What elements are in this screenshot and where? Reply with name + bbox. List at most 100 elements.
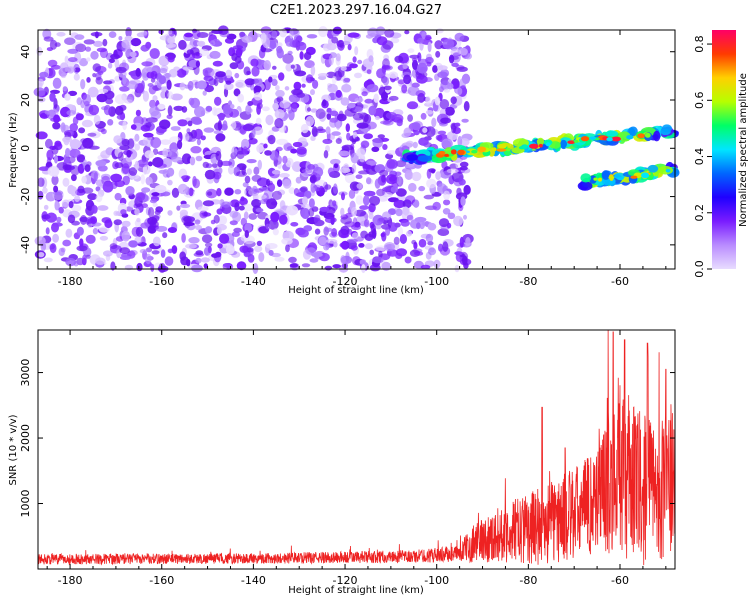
spectrogram-noise-blob (372, 256, 384, 264)
spectrogram-noise-blob (67, 48, 79, 54)
spectrogram-signal-peak (580, 136, 590, 142)
spectrogram-noise-blob (343, 77, 351, 83)
spectrogram-noise-blob (83, 39, 95, 45)
spectrogram-noise-blob (211, 29, 223, 34)
spectrogram-noise-blob (242, 203, 254, 212)
spectrogram-noise-blob (239, 125, 247, 135)
spectrogram-noise-blob (404, 30, 410, 35)
spectrogram-noise-blob (388, 222, 398, 232)
spectrogram-noise-blob (143, 132, 154, 138)
spectrogram-noise-blob (290, 103, 298, 113)
spectrogram-noise-blob (207, 191, 213, 196)
spectrogram-noise-blob (74, 67, 81, 73)
spectrogram-noise-blob (347, 102, 356, 108)
spectrogram-noise-blob (167, 167, 175, 177)
spectrogram-noise-blob (124, 35, 133, 42)
spectrogram-noise-blob (217, 215, 228, 225)
spectrogram-noise-blob (234, 72, 240, 79)
spectrogram-noise-blob (140, 174, 145, 185)
spectrogram-noise-blob (225, 244, 235, 255)
spectrogram-noise-blob (108, 31, 117, 38)
spectrogram-noise-blob (368, 105, 377, 116)
spectrogram-noise-blob (67, 214, 76, 224)
spectrogram-noise-blob (179, 82, 186, 91)
spectrogram-noise-blob (159, 119, 171, 130)
spectrogram-noise-blob (296, 146, 307, 155)
spectrogram-noise-blob (194, 219, 201, 225)
spectrogram-noise-blob (354, 46, 359, 56)
spectrogram-noise-blob (114, 58, 120, 69)
spectrogram-noise-blob (279, 214, 288, 225)
spectrogram-noise-blob (211, 163, 218, 168)
spectrogram-noise-blob (64, 66, 76, 73)
spectrogram-noise-blob (462, 255, 468, 266)
spectrogram-noise-blob (229, 220, 238, 226)
spectrogram-noise-blob (128, 167, 138, 176)
spectrogram-noise-blob (434, 96, 441, 106)
spectrogram-signal-peak (630, 175, 638, 179)
spectrogram-signal-blob (647, 164, 659, 173)
colorbar-tick-label: 0.6 (693, 92, 706, 110)
spectrogram-noise-blob (340, 97, 350, 106)
spectrogram-noise-blob (295, 192, 307, 198)
spectrogram-noise-blob (177, 139, 183, 150)
spectrogram-noise-blob (303, 51, 312, 61)
spectrogram-noise-blob (107, 119, 114, 126)
spectrogram-noise-blob (271, 252, 281, 258)
spectrogram-noise-blob (152, 202, 158, 207)
spectrogram-noise-blob (302, 196, 308, 205)
spectrogram-noise-blob (142, 90, 149, 102)
spectrogram-noise-blob (245, 104, 252, 115)
spectrogram-noise-blob (45, 227, 50, 235)
spectrogram-noise-blob (42, 187, 48, 194)
spectrogram-noise-blob (255, 208, 264, 213)
spectrogram-signal-peak (529, 143, 539, 149)
spectrogram-noise-blob (94, 31, 99, 39)
spectrogram-noise-blob (216, 188, 222, 197)
spectrogram-noise-blob (90, 216, 97, 225)
spectrogram-noise-blob (202, 161, 209, 169)
spectrogram-noise-blob (310, 135, 316, 141)
spectrogram-noise-blob (86, 77, 91, 83)
spectrogram-noise-blob (282, 155, 288, 164)
spectrogram-noise-blob (158, 55, 170, 67)
spectrogram-noise-blob (324, 184, 332, 190)
spectrogram-noise-blob (350, 245, 358, 251)
spectrogram-noise-blob (361, 91, 368, 97)
spectrogram-noise-blob (256, 144, 264, 153)
spectrogram-noise-blob (75, 113, 84, 121)
spectrogram-noise-blob (380, 120, 391, 125)
spectrogram-noise-blob (240, 196, 245, 202)
spectrogram-noise-blob (126, 150, 132, 158)
spectrogram-noise-blob (37, 78, 44, 86)
spectrogram-noise-blob (213, 78, 219, 87)
spectrogram-noise-blob (242, 182, 249, 188)
spectrogram-noise-blob (333, 183, 338, 194)
spectrogram-noise-blob (263, 143, 268, 149)
spectrogram-noise-blob (167, 55, 175, 63)
spectrogram-noise-blob (71, 174, 77, 182)
spectrogram-signal-peak (522, 144, 528, 149)
spectrogram-noise-blob (355, 148, 366, 158)
spectrogram-noise-blob (351, 163, 357, 174)
spectrogram-noise-blob (182, 66, 194, 71)
spectrogram-noise-blob (119, 255, 132, 260)
spectrogram-noise-blob (331, 131, 341, 136)
spectrogram-noise-blob (359, 259, 367, 265)
x-tick-label: -160 (149, 275, 174, 288)
spectrogram-noise-blob (354, 209, 366, 217)
spectrogram-noise-blob (288, 256, 297, 263)
spectrogram-noise-blob (54, 200, 59, 211)
spectrogram-noise-blob (266, 198, 278, 210)
spectrogram-noise-blob (220, 160, 233, 166)
spectrogram-noise-blob (354, 136, 361, 142)
spectrogram-noise-blob (443, 88, 450, 93)
spectrogram-noise-blob (118, 36, 123, 41)
spectrogram-noise-blob (148, 161, 153, 167)
spectrogram-noise-blob (315, 179, 327, 188)
spectrogram-noise-blob (121, 163, 130, 175)
spectrogram-noise-blob (185, 258, 191, 267)
spectrogram-noise-blob (85, 46, 92, 52)
spectrogram-noise-blob (215, 71, 226, 78)
spectrogram-noise-blob (103, 250, 113, 257)
